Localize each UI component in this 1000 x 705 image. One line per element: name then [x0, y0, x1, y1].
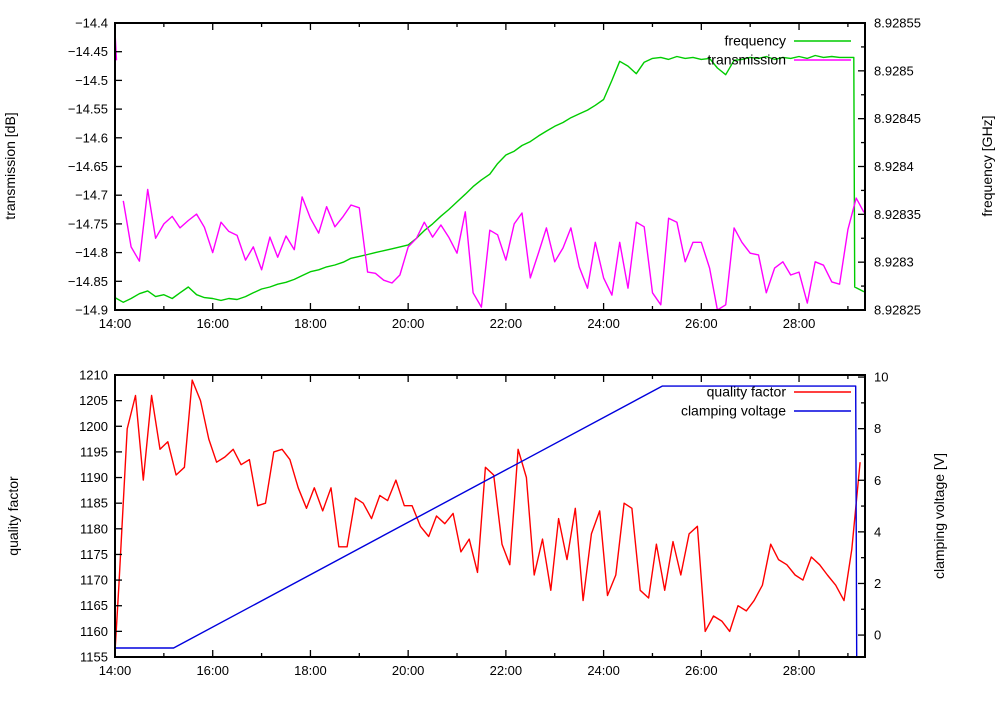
y-left-tick-label: 1195: [80, 444, 108, 459]
y-left-tick-label: −14.9: [75, 303, 108, 318]
y-left-tick-label: −14.5: [75, 73, 108, 88]
series-clamping-voltage-line: [115, 385, 858, 658]
y-left-tick-label: 1160: [80, 624, 108, 639]
x-tick-label: 22:00: [490, 316, 523, 331]
x-tick-label: 24:00: [587, 663, 620, 678]
y-right-tick-label: 8: [874, 421, 881, 436]
legend-label-clamping-voltage: clamping voltage: [681, 403, 786, 419]
legend-label-quality-factor: quality factor: [707, 384, 787, 400]
y-left-tick-label: −14.7: [75, 188, 108, 203]
x-tick-label: 16:00: [196, 316, 229, 331]
y-left-tick-label: −14.45: [68, 44, 108, 59]
y-right-tick-label: 8.92825: [874, 303, 921, 318]
y-left-tick-label: −14.4: [75, 16, 108, 31]
y-left-axis-title: transmission [dB]: [2, 112, 18, 219]
y-left-tick-label: 1210: [79, 368, 108, 383]
x-tick-label: 18:00: [294, 663, 327, 678]
y-right-tick-label: 8.92855: [874, 16, 921, 31]
series-frequency-line: [114, 54, 865, 303]
y-right-tick-label: 0: [874, 628, 881, 643]
y-left-tick-label: 1205: [79, 393, 108, 408]
x-tick-label: 18:00: [294, 316, 327, 331]
y-left-tick-label: 1180: [80, 521, 108, 536]
y-left-tick-label: 1190: [80, 470, 108, 485]
y-right-tick-label: 6: [874, 473, 881, 488]
x-tick-label: 22:00: [490, 663, 523, 678]
legend-label-transmission: transmission: [707, 52, 786, 68]
y-left-tick-label: −14.8: [75, 245, 108, 260]
series-transmission-line: [114, 31, 865, 311]
y-left-tick-label: 1170: [80, 573, 108, 588]
y-left-tick-label: 1185: [80, 496, 108, 511]
y-left-tick-label: 1200: [79, 419, 108, 434]
y-right-tick-label: 8.92845: [874, 111, 921, 126]
panel-1: 14:00 16:00 18:00 20:00 22:00 24:00 26:00 28:00…: [2, 16, 995, 332]
x-tick-label: 28:00: [783, 663, 816, 678]
y-left-tick-label: −14.65: [68, 159, 108, 174]
y-left-tick-label: 1165: [80, 598, 108, 613]
panel-2: 14:00 16:00 18:00 20:00 22:00 24:00 26:00 28:00…: [5, 368, 947, 679]
x-tick-label: 14:00: [99, 316, 132, 331]
y-left-tick-label: −14.85: [68, 274, 108, 289]
y-left-tick-label: −14.6: [75, 130, 108, 145]
x-tick-label: 20:00: [392, 316, 425, 331]
y-right-tick-label: 8.92835: [874, 207, 921, 222]
x-tick-label: 28:00: [783, 316, 816, 331]
legend-label-frequency: frequency: [725, 33, 786, 49]
y-left-tick-label: −14.55: [68, 102, 108, 117]
x-tick-label: 26:00: [685, 316, 718, 331]
y-right-tick-label: 8.9284: [874, 159, 914, 174]
x-tick-label: 16:00: [196, 663, 229, 678]
y-right-tick-label: 8.9283: [874, 255, 914, 270]
x-tick-label: 26:00: [685, 663, 718, 678]
y-right-tick-label: 4: [874, 524, 881, 539]
x-tick-label: 20:00: [392, 663, 425, 678]
y-left-tick-label: −14.75: [68, 216, 108, 231]
y-right-tick-label: 10: [874, 370, 888, 385]
y-left-tick-label: 1155: [80, 650, 108, 665]
y-right-axis-title: clamping voltage [V]: [931, 453, 947, 579]
plot-border: [114, 374, 866, 658]
y-right-tick-label: 2: [874, 576, 881, 591]
y-right-tick-label: 8.9285: [874, 63, 914, 78]
y-right-axis-title: frequency [GHz]: [979, 115, 995, 216]
y-left-axis-title: quality factor: [5, 476, 21, 556]
y-left-tick-label: 1175: [80, 547, 108, 562]
x-tick-label: 24:00: [587, 316, 620, 331]
series-quality-factor-line: [114, 379, 861, 652]
x-tick-label: 14:00: [99, 663, 132, 678]
